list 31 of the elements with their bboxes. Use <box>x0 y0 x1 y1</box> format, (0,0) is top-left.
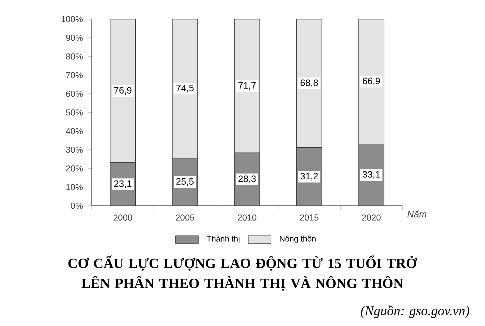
data-label: 76,9 <box>114 87 132 95</box>
text: (Nguồn: gso.gov.vn) <box>361 306 470 318</box>
y-tick-label: 30% <box>66 146 83 154</box>
legend-label: Thành thị <box>207 236 240 243</box>
x-axis-title: Năm <box>408 210 427 218</box>
data-label: 33,1 <box>362 171 380 179</box>
y-tick-label: 90% <box>66 34 83 42</box>
data-label: 68,8 <box>300 80 318 88</box>
data-label: 31,2 <box>300 173 318 181</box>
data-label: 74,5 <box>176 85 194 93</box>
y-tick-label: 40% <box>66 128 83 134</box>
x-tick-label: 2020 <box>362 214 381 221</box>
y-tick-label: 50% <box>66 110 83 116</box>
y-tick-label: 10% <box>66 184 83 190</box>
y-tick-label: 70% <box>66 72 83 78</box>
y-tick-label: 0% <box>71 202 83 210</box>
y-tick-label: 100% <box>62 16 83 22</box>
data-label: 28,3 <box>238 176 256 184</box>
legend-label: Nông thôn <box>280 236 316 244</box>
y-tick-label: 60% <box>66 90 83 98</box>
x-tick-label: 2005 <box>176 214 194 221</box>
y-tick-label: 20% <box>66 166 83 172</box>
y-tick-label: 80% <box>66 54 83 60</box>
x-tick-label: 2010 <box>238 214 257 221</box>
x-tick-label: 2000 <box>114 214 132 221</box>
text: CƠ CẤU LỰC LƯỢNG LAO ĐỘNG TỪ 15 TUỔI TRỞ LÊN PHÂN THEO THÀNH THỊ VÀ NÔNG THÔN <box>68 256 418 291</box>
data-label: 66,9 <box>362 78 380 86</box>
data-label: 25,5 <box>176 178 194 186</box>
data-label: 71,7 <box>238 82 256 90</box>
data-label: 23,1 <box>114 180 132 188</box>
x-tick-label: 2015 <box>300 214 319 221</box>
